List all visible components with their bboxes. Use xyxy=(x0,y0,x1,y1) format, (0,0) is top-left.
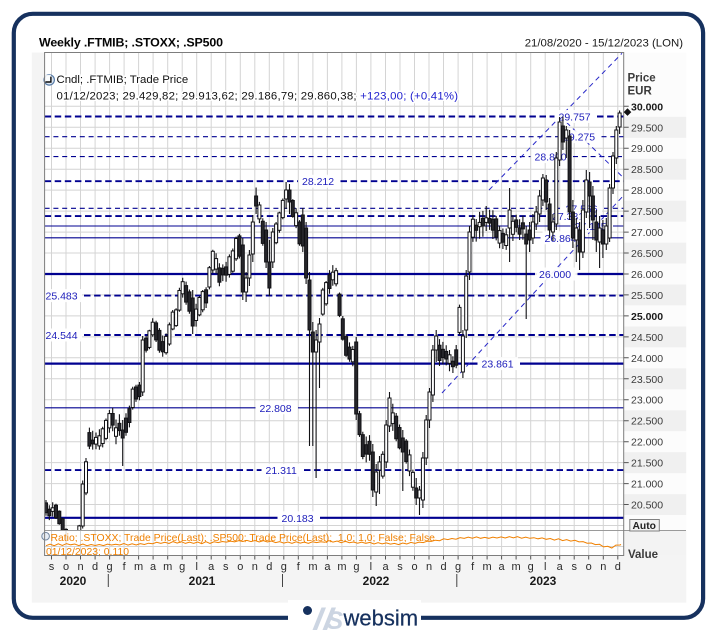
svg-text:EUR: EUR xyxy=(628,86,653,98)
svg-text:23.861: 23.861 xyxy=(482,359,514,371)
svg-text:S: S xyxy=(327,607,344,635)
svg-text:d: d xyxy=(92,561,98,573)
svg-text:29.500: 29.500 xyxy=(631,122,663,134)
svg-text:g: g xyxy=(528,561,534,573)
svg-text:22.500: 22.500 xyxy=(631,416,663,428)
svg-text:2023: 2023 xyxy=(530,574,557,588)
svg-text:m: m xyxy=(337,561,346,573)
svg-text:f: f xyxy=(471,561,475,573)
svg-text:a: a xyxy=(382,561,389,573)
svg-text:24.000: 24.000 xyxy=(631,353,663,365)
svg-text:websim: websim xyxy=(343,606,419,631)
svg-text:21.000: 21.000 xyxy=(631,479,663,491)
svg-text:o: o xyxy=(63,561,69,573)
svg-text:s: s xyxy=(571,561,577,573)
svg-text:s: s xyxy=(223,561,229,573)
svg-text:23.000: 23.000 xyxy=(631,395,663,407)
svg-text:30.000: 30.000 xyxy=(631,101,663,113)
svg-text:2021: 2021 xyxy=(189,574,216,588)
svg-text:21.311: 21.311 xyxy=(266,465,297,477)
svg-text:a: a xyxy=(208,561,215,573)
svg-text:Price: Price xyxy=(628,73,656,85)
svg-text:Ratio; .STOXX; Trade Price(Las: Ratio; .STOXX; Trade Price(Last); .SP500… xyxy=(51,533,436,544)
svg-text:24.500: 24.500 xyxy=(631,332,663,344)
svg-text:a: a xyxy=(324,561,331,573)
svg-text:m: m xyxy=(512,561,521,573)
svg-text:28.212: 28.212 xyxy=(302,176,334,188)
svg-text:a: a xyxy=(499,561,506,573)
svg-text:Weekly .FTMIB; .STOXX; .SP500: Weekly .FTMIB; .STOXX; .SP500 xyxy=(39,36,223,50)
svg-text:Value: Value xyxy=(628,549,658,561)
svg-text:28.500: 28.500 xyxy=(631,164,663,176)
svg-text:21/08/2020 - 15/12/2023 (LON): 21/08/2020 - 15/12/2023 (LON) xyxy=(525,38,684,50)
svg-text:m: m xyxy=(308,561,317,573)
svg-text:a: a xyxy=(150,561,157,573)
svg-text:25.000: 25.000 xyxy=(631,311,663,323)
svg-text:s: s xyxy=(49,561,55,573)
svg-text:g: g xyxy=(179,561,185,573)
svg-text:25.500: 25.500 xyxy=(631,290,663,302)
svg-text:29.000: 29.000 xyxy=(631,143,663,155)
svg-text:25.483: 25.483 xyxy=(46,291,78,303)
svg-text:m: m xyxy=(134,561,143,573)
svg-text:27.500: 27.500 xyxy=(631,206,663,218)
svg-text:21.500: 21.500 xyxy=(631,458,663,470)
svg-text:s: s xyxy=(397,561,403,573)
svg-text:l: l xyxy=(370,561,372,573)
svg-text:f: f xyxy=(297,561,301,573)
svg-text:n: n xyxy=(77,561,83,573)
svg-text:g: g xyxy=(455,561,461,573)
svg-text:f: f xyxy=(123,561,127,573)
svg-text:o: o xyxy=(586,561,592,573)
svg-text:27.000: 27.000 xyxy=(631,227,663,239)
svg-text:o: o xyxy=(237,561,243,573)
svg-text:m: m xyxy=(483,561,492,573)
svg-text:26.000: 26.000 xyxy=(539,269,571,281)
svg-text:20.500: 20.500 xyxy=(631,500,663,512)
svg-text:a: a xyxy=(557,561,564,573)
svg-text:Auto: Auto xyxy=(633,521,656,532)
svg-text:n: n xyxy=(426,561,432,573)
svg-text:2022: 2022 xyxy=(363,574,390,588)
svg-text:2020: 2020 xyxy=(60,574,87,588)
svg-text:l: l xyxy=(195,561,197,573)
svg-text:01/12/2023; 0,110: 01/12/2023; 0,110 xyxy=(46,547,129,558)
svg-text:l: l xyxy=(544,561,546,573)
svg-text:o: o xyxy=(411,561,417,573)
svg-text:g: g xyxy=(353,561,359,573)
svg-text:22.000: 22.000 xyxy=(631,437,663,449)
svg-text:23.500: 23.500 xyxy=(631,374,663,386)
svg-text:20.183: 20.183 xyxy=(282,513,314,525)
svg-text:d: d xyxy=(440,561,446,573)
svg-text:28.000: 28.000 xyxy=(631,185,663,197)
svg-text:28.800: 28.800 xyxy=(535,152,567,164)
svg-text:29.757: 29.757 xyxy=(559,112,591,124)
svg-text:n: n xyxy=(600,561,606,573)
svg-text:26.500: 26.500 xyxy=(631,248,663,260)
svg-text:24.544: 24.544 xyxy=(46,330,78,342)
svg-text:m: m xyxy=(163,561,172,573)
svg-text:01/12/2023; 29.429,82; 29.913,: 01/12/2023; 29.429,82; 29.913,62; 29.186… xyxy=(57,91,459,103)
svg-text:d: d xyxy=(615,561,621,573)
svg-text:22.808: 22.808 xyxy=(260,403,292,415)
svg-text:d: d xyxy=(266,561,272,573)
svg-text:g: g xyxy=(107,561,113,573)
svg-text:g: g xyxy=(281,561,287,573)
svg-text:n: n xyxy=(252,561,258,573)
svg-text:26.000: 26.000 xyxy=(631,269,663,281)
svg-text:Cndl; .FTMIB; Trade Price: Cndl; .FTMIB; Trade Price xyxy=(57,74,189,86)
